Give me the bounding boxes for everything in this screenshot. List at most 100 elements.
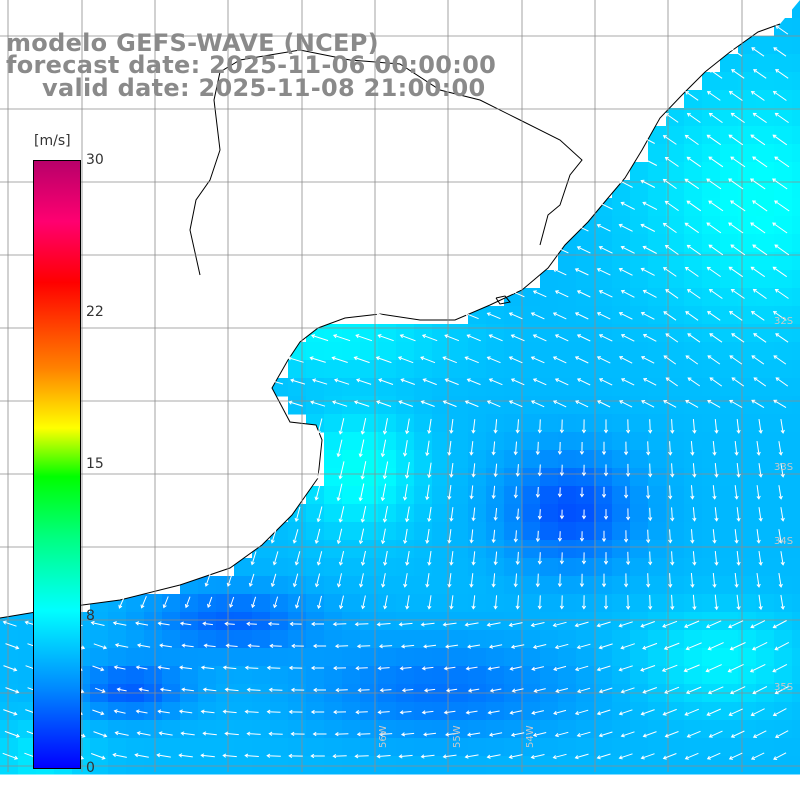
wind-arrow — [310, 400, 326, 407]
wind-speed-cell — [342, 324, 361, 343]
wind-speed-cell — [702, 252, 721, 271]
wind-arrow — [159, 643, 172, 648]
wind-speed-cell — [540, 594, 559, 613]
wind-arrow — [686, 730, 701, 738]
wind-speed-cell — [396, 612, 415, 631]
wind-speed-cell — [198, 594, 217, 613]
wind-arrow — [553, 709, 567, 715]
wind-speed-cell — [774, 720, 793, 739]
wind-speed-cell — [198, 756, 217, 775]
wind-arrow — [706, 222, 722, 234]
wind-arrow — [530, 400, 545, 408]
wind-speed-cell — [594, 504, 613, 523]
wind-speed-cell — [396, 738, 415, 757]
wind-speed-cell — [774, 288, 793, 307]
wind-arrow — [775, 25, 789, 35]
wind-speed-cell — [360, 648, 379, 667]
wind-speed-cell — [576, 468, 595, 487]
wind-speed-cell — [630, 558, 649, 577]
wind-speed-cell — [504, 504, 523, 523]
wind-speed-cell — [612, 756, 631, 775]
wind-arrow — [338, 461, 345, 480]
wind-arrow — [464, 400, 479, 408]
wind-speed-cell — [558, 522, 577, 541]
wind-arrow — [222, 753, 237, 758]
wind-speed-cell — [666, 630, 685, 649]
wind-arrow — [488, 644, 503, 649]
wind-speed-cell — [198, 630, 217, 649]
wind-arrow — [466, 378, 481, 386]
wind-speed-cell — [720, 702, 739, 721]
wind-arrow — [317, 595, 322, 610]
wind-speed-cell — [720, 468, 739, 487]
wind-arrow — [312, 378, 328, 385]
wind-speed-cell — [306, 540, 325, 559]
wind-arrow — [532, 644, 547, 649]
wind-speed-cell — [360, 666, 379, 685]
wind-arrow — [707, 399, 721, 408]
wind-speed-cell — [702, 342, 721, 361]
wind-speed-cell — [252, 558, 271, 577]
wind-speed-cell — [702, 702, 721, 721]
wind-speed-cell — [774, 486, 793, 505]
wind-speed-cell — [198, 612, 217, 631]
wind-speed-cell — [378, 540, 397, 559]
wind-arrow — [533, 688, 546, 693]
wind-arrow — [273, 596, 279, 609]
wind-speed-cell — [396, 756, 415, 775]
wind-speed-cell — [378, 648, 397, 667]
wind-arrow — [596, 356, 611, 364]
wind-speed-cell — [522, 756, 541, 775]
lon-label-56w: 56W — [378, 725, 389, 748]
lat-label-33s: 33S — [774, 462, 794, 473]
wind-speed-cell — [414, 540, 433, 559]
wind-arrow — [380, 439, 387, 458]
wind-arrow — [731, 333, 745, 343]
wind-arrow — [778, 441, 783, 456]
wind-speed-cell — [702, 432, 721, 451]
wind-arrow — [576, 246, 591, 254]
wind-speed-cell — [648, 522, 667, 541]
wind-arrow — [662, 222, 677, 234]
wind-arrow — [708, 288, 723, 299]
wind-speed-cell — [612, 558, 631, 577]
wind-speed-cell — [792, 90, 800, 109]
wind-speed-cell — [756, 90, 775, 109]
wind-arrow — [379, 688, 392, 693]
wind-arrow — [465, 710, 478, 715]
wind-arrow — [359, 573, 364, 588]
wind-speed-cell — [234, 702, 253, 721]
wind-speed-cell — [180, 720, 199, 739]
wind-arrow — [714, 551, 719, 566]
wind-speed-cell — [342, 360, 361, 379]
wind-speed-cell — [702, 648, 721, 667]
wind-speed-cell — [396, 360, 415, 379]
wind-speed-cell — [666, 576, 685, 595]
wind-arrow — [574, 312, 589, 320]
wind-arrow — [730, 244, 746, 256]
wind-speed-cell — [666, 360, 685, 379]
wind-speed-cell — [702, 576, 721, 595]
wind-speed-cell — [432, 666, 451, 685]
wind-speed-cell — [306, 666, 325, 685]
wind-speed-cell — [774, 54, 793, 73]
wind-speed-cell — [432, 468, 451, 487]
wind-speed-cell — [540, 468, 559, 487]
wind-arrow — [758, 594, 763, 611]
wind-arrow — [491, 441, 496, 456]
wind-speed-cell — [576, 252, 595, 271]
wind-speed-cell — [612, 666, 631, 685]
wind-arrow — [444, 334, 460, 342]
wind-speed-cell — [630, 270, 649, 289]
wind-speed-cell — [666, 432, 685, 451]
wind-speed-cell — [288, 738, 307, 757]
wind-arrow — [557, 487, 563, 498]
wind-speed-cell — [378, 342, 397, 361]
wind-arrow — [727, 663, 744, 673]
wind-speed-cell — [684, 630, 703, 649]
wind-speed-cell — [558, 342, 577, 361]
wind-arrow — [620, 687, 635, 694]
wind-speed-cell — [756, 36, 775, 55]
wind-arrow — [772, 266, 787, 278]
wind-speed-cell — [486, 450, 505, 469]
